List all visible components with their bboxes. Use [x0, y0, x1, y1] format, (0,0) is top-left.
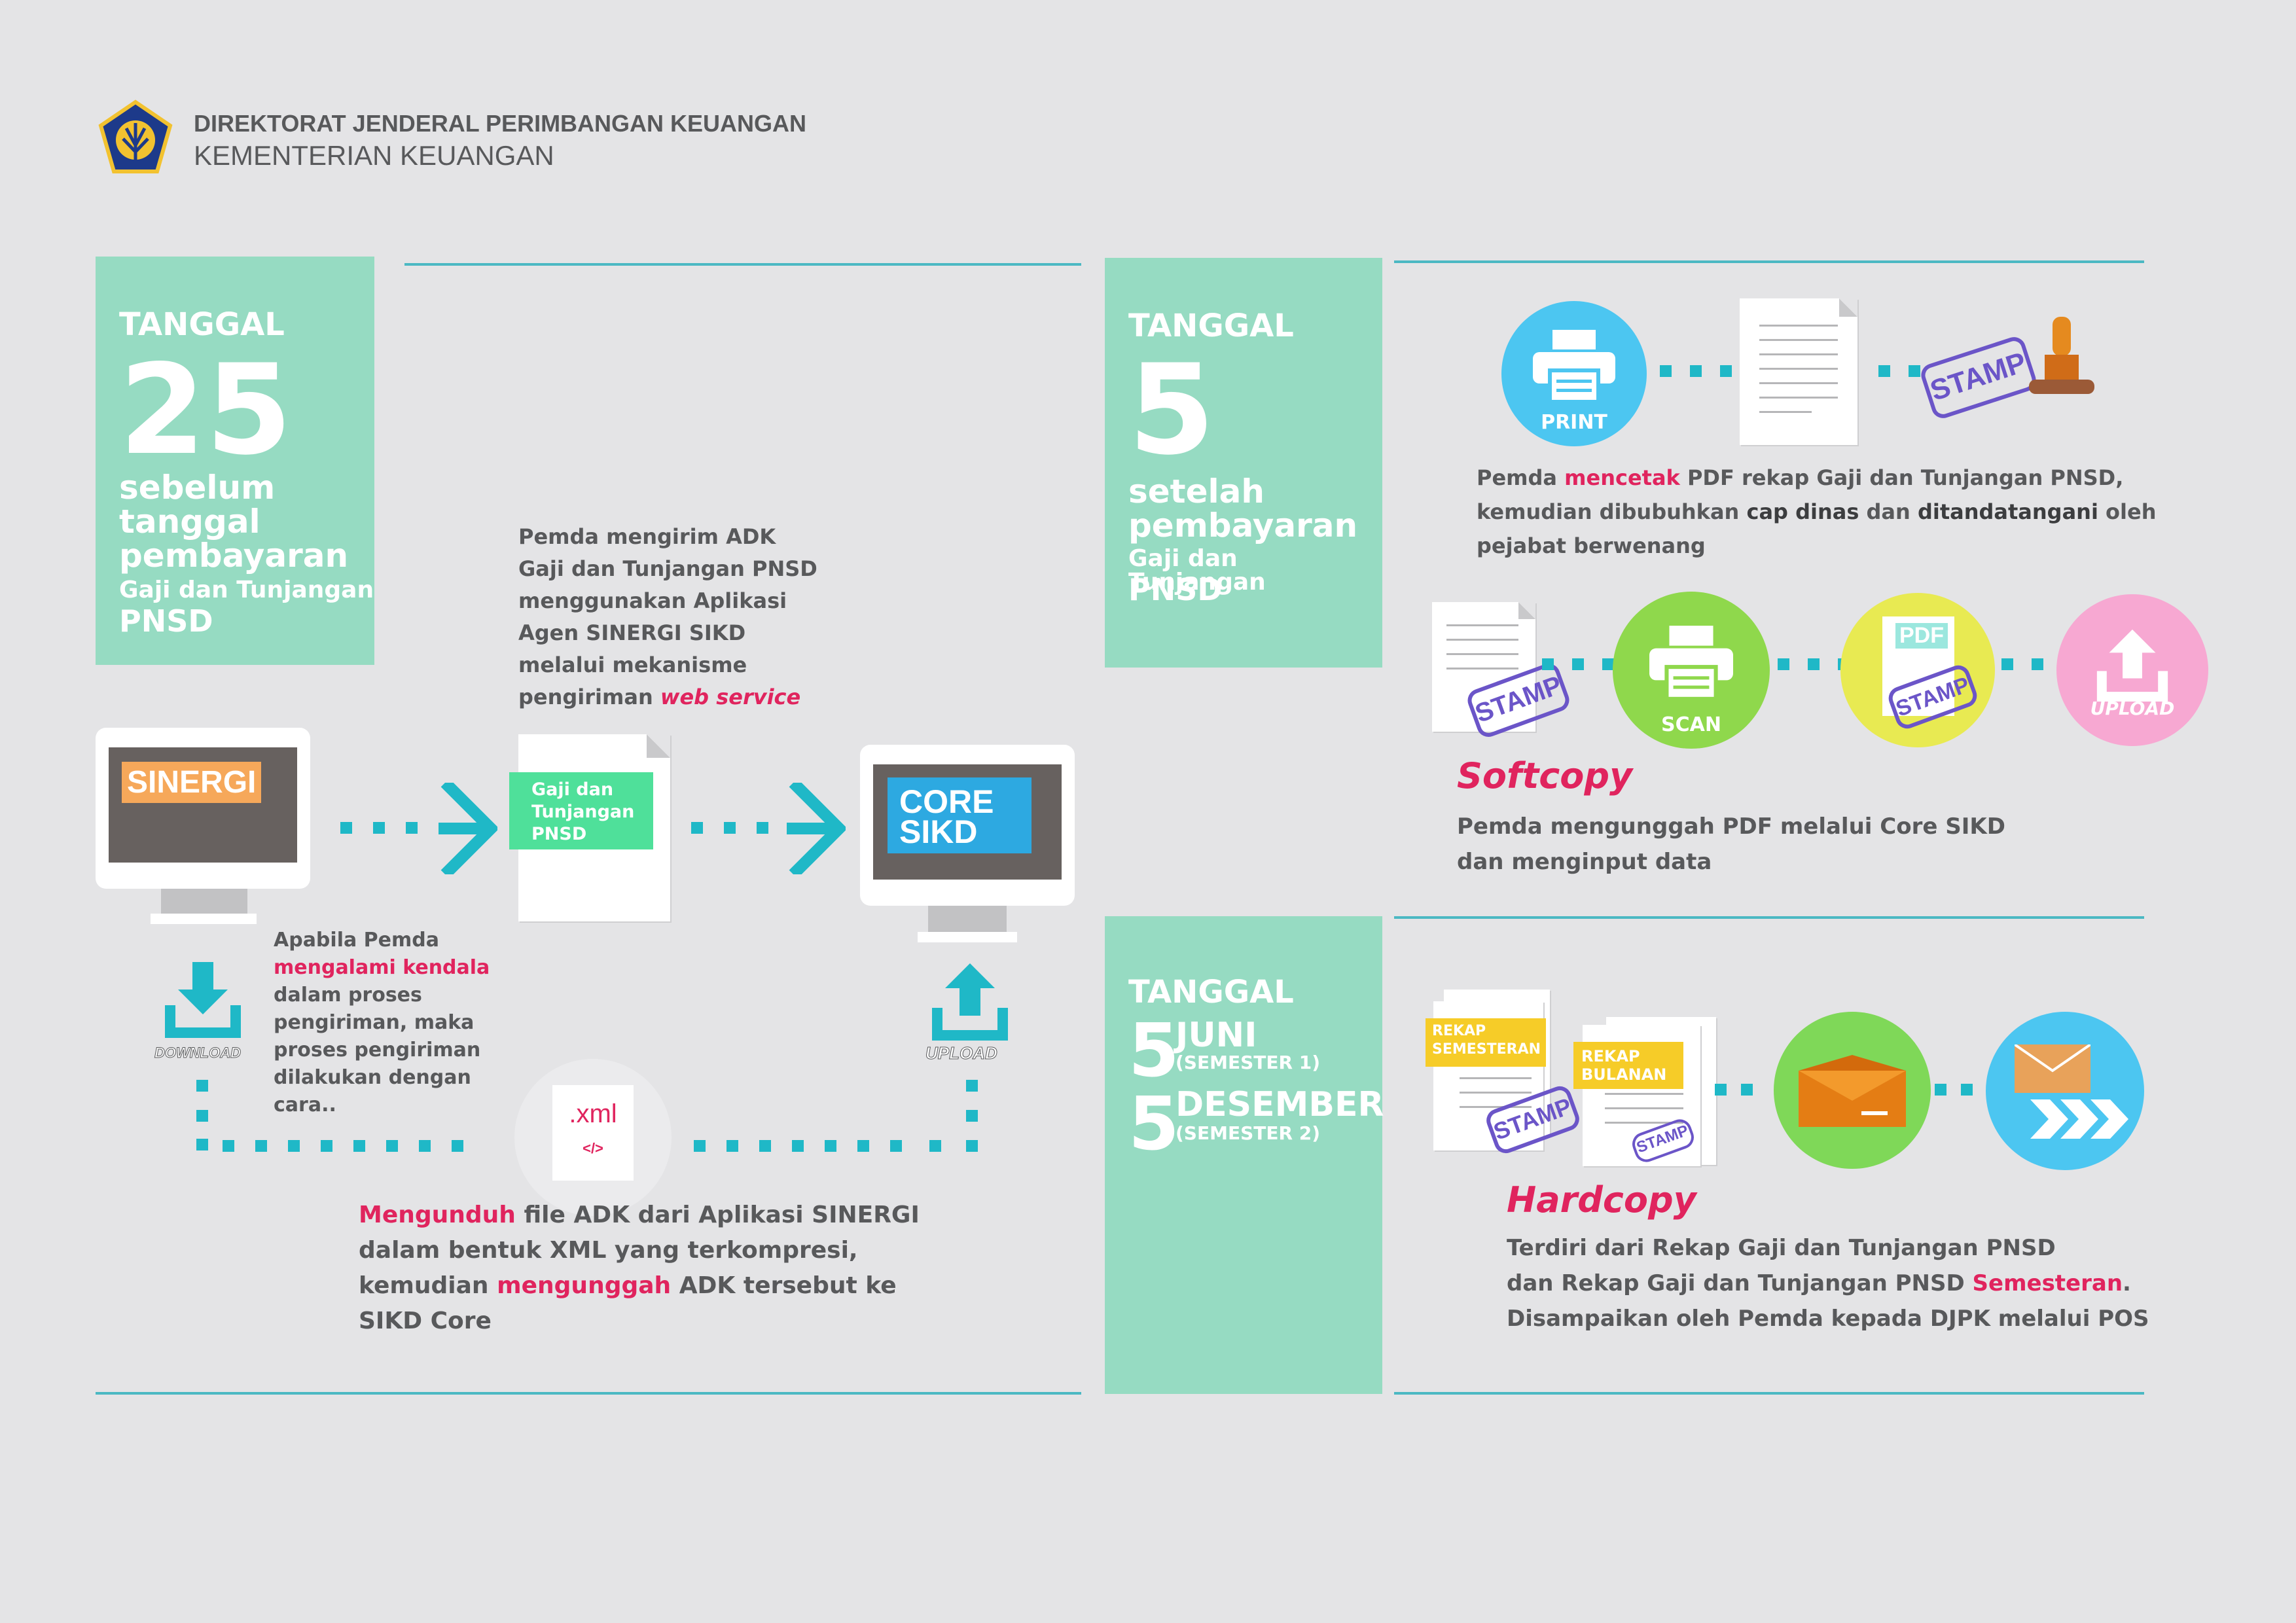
rekap-bulanan-label: REKAP BULANAN — [1573, 1042, 1683, 1089]
dotted-connector-download — [196, 1080, 484, 1158]
print-icon — [1533, 330, 1615, 402]
mail-circle — [1774, 1012, 1931, 1169]
header-agency: DIREKTORAT JENDERAL PERIMBANGAN KEUANGAN — [194, 110, 807, 137]
desember-number: 5 — [1128, 1082, 1179, 1167]
date-number: 25 — [119, 338, 293, 482]
hardcopy-title: Hardcopy — [1507, 1179, 1696, 1221]
dotted-connector-upload — [694, 1080, 982, 1158]
date-number: 5 — [1128, 338, 1215, 482]
date-pnsd: PNSD — [1128, 572, 1223, 607]
print-description: Pemda mencetak PDF rekap Gaji dan Tunjan… — [1477, 465, 2157, 558]
dotted-connector-mail-pos — [1935, 1084, 2000, 1097]
stamp-icon: STAMP — [1918, 334, 2039, 421]
sinergi-monitor: SINERGI — [96, 728, 310, 889]
scan-icon — [1649, 626, 1733, 699]
stamped-document-icon — [1432, 602, 1535, 732]
pos-circle — [1986, 1012, 2144, 1170]
scan-circle: SCAN — [1613, 592, 1770, 749]
date-pnsd: PNSD — [119, 603, 213, 639]
dotted-connector-doc-stamp — [1878, 365, 1944, 378]
upload-icon — [2096, 629, 2168, 702]
divider-mid-right — [1394, 916, 2144, 919]
date-line-1: setelah — [1128, 473, 1265, 510]
core-monitor-base — [918, 932, 1017, 942]
dotted-arrow-1 — [340, 783, 497, 874]
pdf-circle: PDF — [1840, 593, 1995, 747]
dotted-connector-rekap-mail — [1715, 1084, 1774, 1097]
divider-bottom-left — [96, 1392, 1081, 1395]
core-monitor-stand — [928, 906, 1007, 932]
header-ministry: KEMENTERIAN KEUANGAN — [194, 140, 554, 171]
desember-sub: (SEMESTER 2) — [1175, 1122, 1321, 1144]
hardcopy-description: Terdiri dari Rekap Gaji dan Tunjangan PN… — [1507, 1235, 2149, 1332]
xml-file-icon: .xml </> — [514, 1059, 672, 1216]
arrow-right-icon — [787, 783, 846, 874]
upload-icon — [931, 962, 1009, 1041]
desember-label: DESEMBER — [1175, 1085, 1384, 1124]
envelope-icon — [1799, 1055, 1906, 1127]
rekap-semesteran-label: REKAP SEMESTERAN — [1426, 1018, 1546, 1067]
sinergi-monitor-base — [151, 914, 257, 924]
download-label: DOWNLOAD — [154, 1044, 242, 1061]
juni-label: JUNI — [1175, 1016, 1257, 1055]
print-circle: PRINT — [1501, 301, 1647, 446]
print-label: PRINT — [1541, 411, 1607, 434]
date-label: TANGGAL — [1128, 974, 1294, 1010]
date-line-2: tanggal — [119, 503, 260, 541]
scan-label: SCAN — [1661, 713, 1721, 736]
envelope-icon — [2015, 1044, 2090, 1093]
date-small: Gaji dan Tunjangan — [119, 577, 374, 603]
date-box-25: TANGGAL 25 sebelum tanggal pembayaran Ga… — [96, 257, 374, 665]
download-upload-description: Mengunduh file ADK dari Aplikasi SINERGI… — [359, 1202, 920, 1334]
ministry-logo-icon — [97, 99, 174, 177]
sinergi-monitor-stand — [161, 889, 247, 914]
dotted-connector-doc-scan — [1542, 658, 1621, 671]
core-sikd-monitor: CORE SIKD — [860, 745, 1075, 906]
dotted-arrow-2 — [691, 783, 846, 874]
juni-number: 5 — [1128, 1008, 1179, 1094]
divider-top-left — [404, 263, 1081, 266]
forward-arrows-icon — [2030, 1099, 2128, 1139]
date-label: TANGGAL — [119, 306, 285, 343]
rubber-stamp-icon — [2025, 317, 2097, 398]
dotted-connector-print-doc — [1660, 365, 1751, 378]
date-small: Gaji dan Tunjangan — [1128, 545, 1266, 596]
date-line-2: pembayaran — [1128, 507, 1358, 544]
divider-top-right — [1394, 260, 2144, 263]
adk-document-label: Gaji dan Tunjangan PNSD — [509, 772, 653, 849]
softcopy-title: Softcopy — [1457, 755, 1633, 796]
softcopy-description: Pemda mengunggah PDF melalui Core SIKD d… — [1457, 813, 2005, 875]
juni-sub: (SEMESTER 1) — [1175, 1052, 1321, 1073]
sinergi-label: SINERGI — [122, 762, 262, 803]
divider-bottom-right — [1394, 1392, 2144, 1395]
send-description: Pemda mengirim ADK Gaji dan Tunjangan PN… — [518, 524, 817, 709]
date-line-3: pembayaran — [119, 537, 349, 575]
date-box-5: TANGGAL 5 setelah pembayaran Gaji dan Tu… — [1105, 258, 1382, 668]
download-icon — [164, 959, 242, 1038]
kendala-text: Apabila Pemda mengalami kendala dalam pr… — [274, 929, 490, 1116]
upload-circle: UPLOAD — [2056, 594, 2208, 746]
upload-label: UPLOAD — [925, 1043, 998, 1063]
arrow-right-icon — [439, 783, 497, 874]
date-box-juni-desember: TANGGAL 5 JUNI (SEMESTER 1) 5 DESEMBER (… — [1105, 916, 1384, 1394]
printed-document-icon — [1740, 298, 1857, 445]
upload-circle-label: UPLOAD — [2090, 698, 2175, 719]
date-label: TANGGAL — [1128, 308, 1294, 344]
core-sikd-label: CORE SIKD — [888, 777, 1031, 853]
date-line-1: sebelum — [119, 469, 276, 507]
